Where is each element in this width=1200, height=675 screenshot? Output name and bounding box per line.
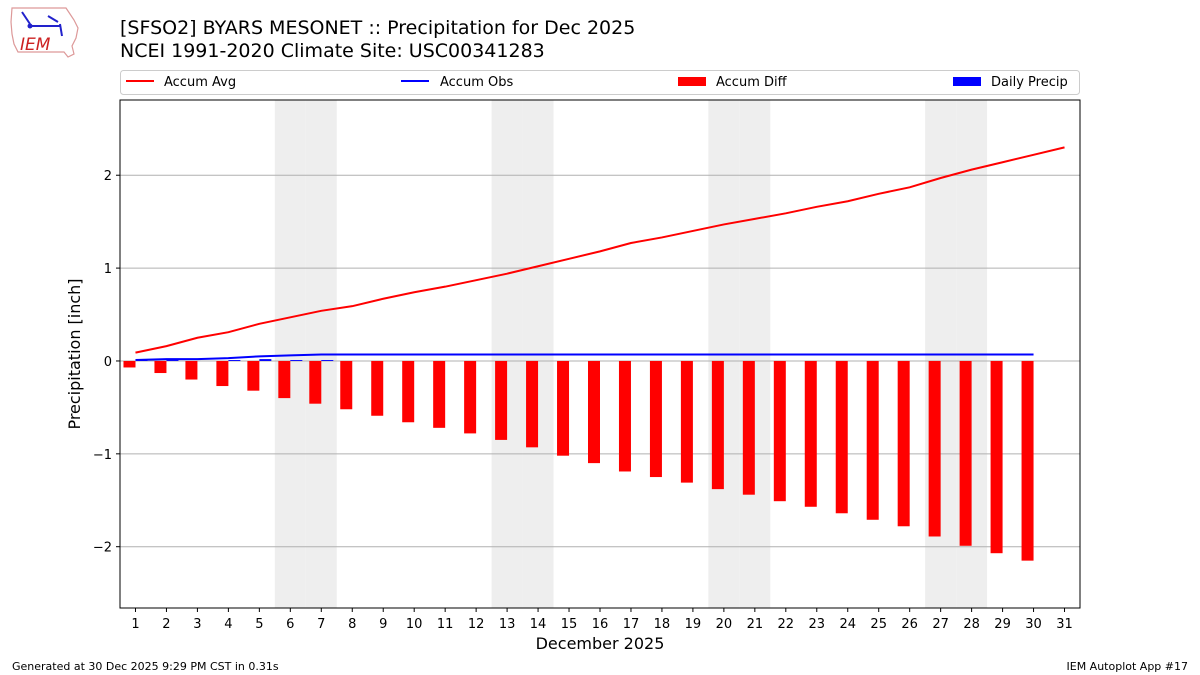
accum-diff-bar	[835, 360, 848, 514]
accum-diff-bar	[278, 360, 291, 399]
app-credit: IEM Autoplot App #17	[1066, 660, 1189, 673]
accum-diff-bar	[371, 360, 384, 416]
accum-diff-bar	[495, 360, 508, 440]
accum-diff-bar	[588, 360, 600, 464]
x-tick-label: 14	[530, 617, 547, 632]
accum-diff-bar	[433, 360, 446, 428]
accum-diff-bar	[804, 360, 817, 507]
x-tick-label: 13	[499, 617, 516, 632]
accum-diff-bar	[464, 360, 477, 434]
accum-diff-bar	[557, 360, 570, 456]
accum-diff-bar	[990, 360, 1003, 554]
accum-diff-bar	[309, 360, 322, 404]
x-tick-label: 9	[379, 617, 387, 632]
x-tick-label: 12	[468, 617, 485, 632]
x-tick-label: 27	[932, 617, 949, 632]
x-tick-label: 1	[131, 617, 139, 632]
accum-diff-bar	[247, 360, 260, 391]
accum-diff-bar	[773, 360, 786, 502]
x-tick-label: 21	[747, 617, 764, 632]
legend-daily-swatch	[953, 77, 981, 86]
accum-diff-bar	[618, 360, 631, 472]
legend-obs-label: Accum Obs	[440, 75, 513, 90]
logo-text: IEM	[20, 35, 51, 55]
accum-diff-bar	[649, 360, 662, 478]
accum-diff-bar	[340, 360, 353, 410]
x-tick-label: 3	[193, 617, 201, 632]
accum-diff-bar	[216, 360, 229, 387]
x-tick-label: 19	[685, 617, 702, 632]
accum-diff-bar	[1021, 360, 1034, 561]
x-tick-label: 31	[1056, 617, 1073, 632]
daily-precip-bar	[228, 360, 241, 361]
x-tick-label: 22	[778, 617, 795, 632]
daily-precip-bar	[290, 360, 303, 361]
x-tick-label: 25	[870, 617, 887, 632]
accum-diff-bar	[711, 360, 724, 490]
accum-diff-bar	[928, 360, 941, 537]
legend-daily-label: Daily Precip	[991, 75, 1068, 90]
x-tick-label: 28	[963, 617, 980, 632]
accum-diff-bar	[123, 360, 136, 368]
legend-diff-label: Accum Diff	[716, 75, 788, 90]
x-tick-label: 30	[1025, 617, 1042, 632]
x-tick-label: 8	[348, 617, 356, 632]
x-tick-label: 5	[255, 617, 263, 632]
accum-diff-bar	[866, 360, 879, 520]
accum-avg-line	[135, 146, 1065, 354]
x-tick-label: 15	[561, 617, 578, 632]
x-tick-label: 7	[317, 617, 325, 632]
x-tick-label: 10	[406, 617, 423, 632]
accum-diff-bar	[897, 360, 910, 527]
x-tick-label: 4	[224, 617, 232, 632]
chart-subtitle: NCEI 1991-2020 Climate Site: USC00341283	[120, 40, 545, 62]
x-tick-label: 29	[994, 617, 1011, 632]
y-axis-label: Precipitation [inch]	[65, 278, 84, 429]
y-tick-label: −2	[93, 541, 112, 556]
weekend-shade	[274, 100, 306, 608]
accum-diff-bar	[680, 360, 693, 483]
y-tick-label: −1	[93, 448, 112, 463]
x-tick-label: 17	[623, 617, 640, 632]
accum-diff-bar	[185, 360, 198, 380]
daily-precip-bar	[321, 360, 334, 361]
accum-diff-bar	[959, 360, 972, 546]
x-tick-label: 23	[809, 617, 826, 632]
x-tick-label: 24	[839, 617, 856, 632]
legend-avg-label: Accum Avg	[164, 75, 236, 90]
iem-logo: IEM	[10, 7, 79, 58]
x-tick-label: 6	[286, 617, 294, 632]
x-tick-label: 26	[901, 617, 918, 632]
x-tick-label: 18	[654, 617, 671, 632]
y-tick-label: 2	[104, 169, 112, 184]
x-axis-label: December 2025	[536, 634, 665, 653]
legend: Accum Avg Accum Obs Accum Diff Daily Pre…	[120, 70, 1080, 95]
x-tick-label: 2	[162, 617, 170, 632]
accum-diff-bar	[154, 360, 167, 374]
x-tick-label: 20	[716, 617, 733, 632]
accum-diff-bar	[526, 360, 539, 448]
chart-title: [SFSO2] BYARS MESONET :: Precipitation f…	[120, 17, 636, 39]
accum-obs-line	[135, 353, 1034, 362]
daily-precip-bar	[166, 360, 179, 361]
daily-precip-bar	[259, 359, 272, 361]
accum-diff-bar	[742, 360, 755, 495]
accum-diff-bar	[402, 360, 415, 423]
x-tick-label: 16	[592, 617, 609, 632]
plot-frame	[119, 99, 1081, 609]
y-tick-label: 1	[104, 262, 112, 277]
y-tick-label: 0	[104, 355, 112, 370]
legend-diff-swatch	[678, 77, 706, 86]
generated-timestamp: Generated at 30 Dec 2025 9:29 PM CST in …	[12, 660, 279, 673]
x-tick-label: 11	[437, 617, 454, 632]
